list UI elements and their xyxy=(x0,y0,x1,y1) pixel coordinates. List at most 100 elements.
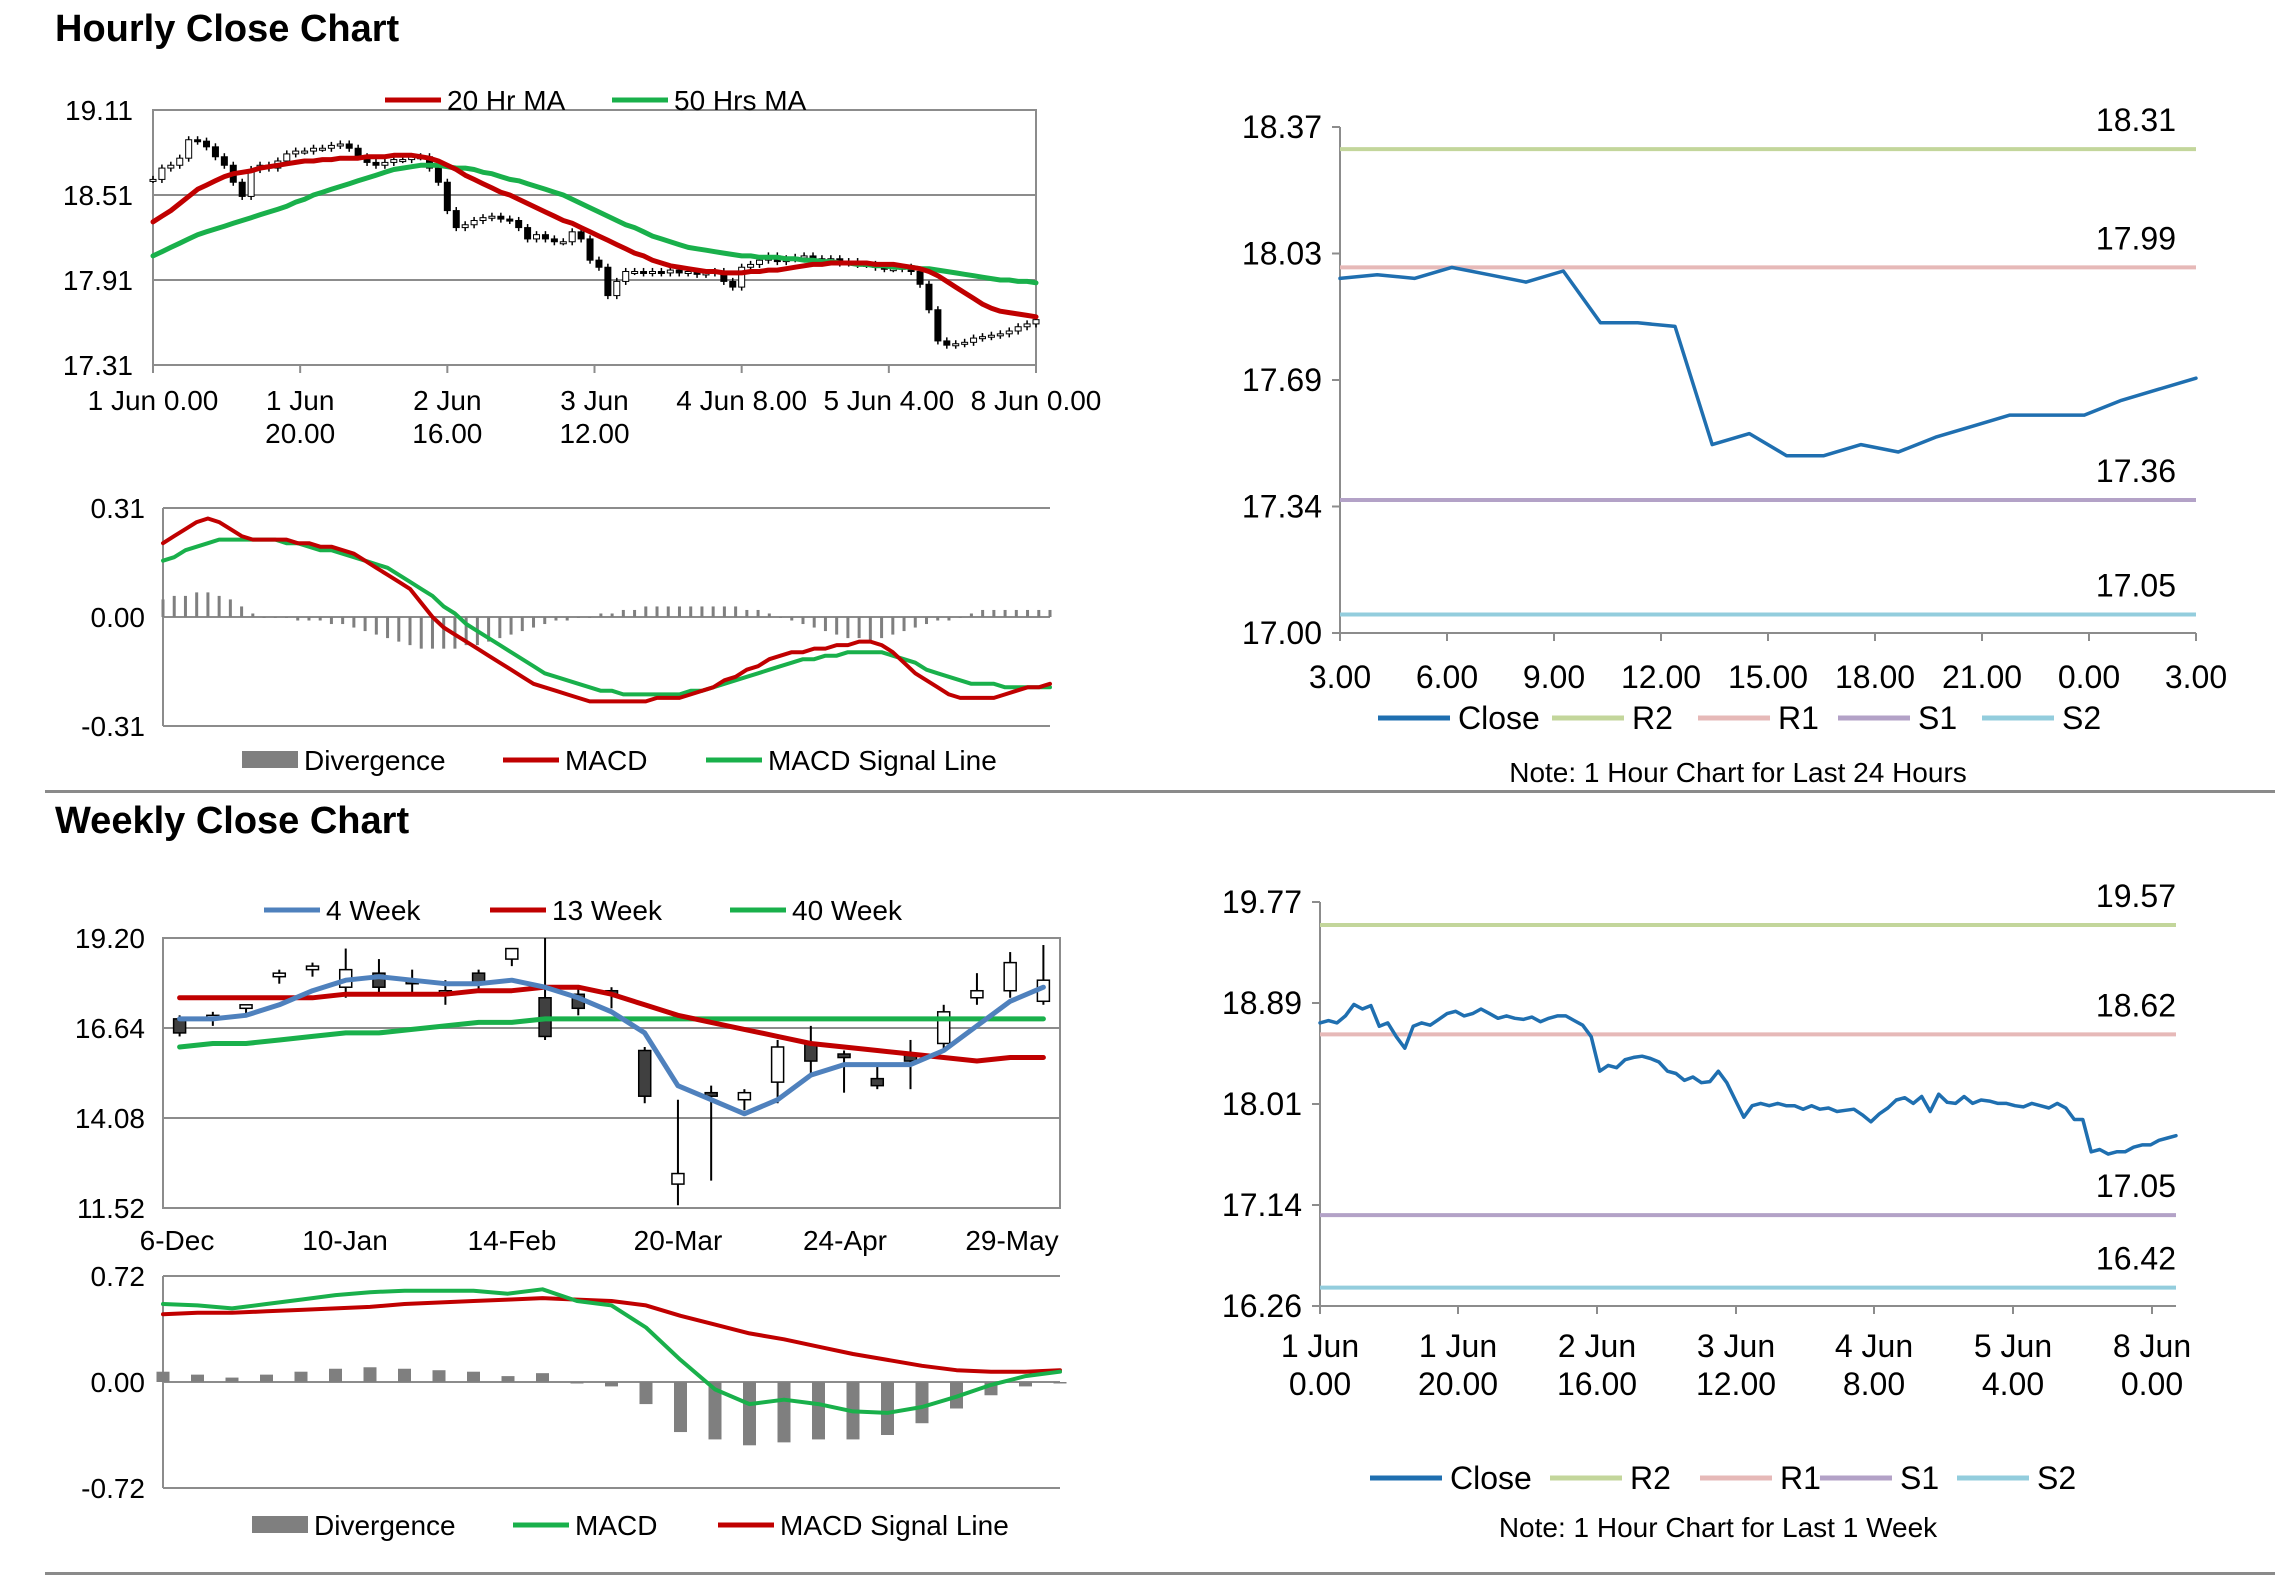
weekly-legend-4wk-label: 4 Week xyxy=(326,895,421,926)
weekly-1w-close-line xyxy=(1318,1002,2178,1156)
hourly-candle-body xyxy=(372,161,380,166)
weekly-macd-divergence-bar xyxy=(570,1382,584,1384)
weekly-x-tick: 24-Apr xyxy=(803,1225,887,1256)
hourly-candle-body xyxy=(1005,330,1013,335)
weekly-1w-y-tick: 18.01 xyxy=(1222,1086,1302,1122)
hourly-macd-divergence-bar xyxy=(846,617,850,639)
weekly-macd-divergence-bar xyxy=(881,1382,894,1435)
weekly-1w-y-tick: 18.89 xyxy=(1222,985,1302,1021)
hourly-macd-divergence-bar xyxy=(487,617,491,642)
hourly-macd-divergence-bar xyxy=(902,617,906,632)
hourly-x-tick-sub: 12.00 xyxy=(559,418,629,449)
hourly-24h-x-tick: 9.00 xyxy=(1523,659,1585,695)
weekly-1w-note: Note: 1 Hour Chart for Last 1 Week xyxy=(1499,1512,1938,1543)
weekly-1w-x-tick-sub: 0.00 xyxy=(1289,1366,1351,1402)
hourly-24h-x-tick: 18.00 xyxy=(1835,659,1915,695)
hourly-macd-divergence-bar xyxy=(161,599,165,617)
hourly-candle-body xyxy=(167,164,175,169)
hourly-y-tick: 17.31 xyxy=(63,350,133,381)
hourly-candle-body xyxy=(220,156,228,166)
hourly-candle-body xyxy=(158,167,166,180)
hourly-macd-legend-signal-label: MACD Signal Line xyxy=(768,745,997,776)
hourly-24h-close-line xyxy=(1338,265,2198,458)
hourly-candle-body xyxy=(970,337,978,343)
weekly-plot-frame xyxy=(162,937,1061,1209)
hourly-candle-body xyxy=(211,146,219,158)
hourly-24h-x-tick: 21.00 xyxy=(1942,659,2022,695)
weekly-1w-x-tick: 1 Jun xyxy=(1419,1328,1497,1364)
hourly-macd-divergence-bar xyxy=(868,617,872,642)
hourly-candle-body xyxy=(559,241,567,245)
hourly-macd-divergence-bar xyxy=(734,606,738,617)
hourly-macd-divergence-bar xyxy=(756,609,760,617)
hourly-macd-divergence-bar xyxy=(947,617,951,621)
hourly-macd-divergence-bar xyxy=(981,609,985,617)
weekly-macd-divergence-bar xyxy=(536,1373,549,1382)
hourly-candle-body xyxy=(301,150,309,154)
hourly-candle-body xyxy=(1023,323,1031,328)
weekly-legend-13wk-label: 13 Week xyxy=(552,895,663,926)
weekly-macd-y-tick: 0.00 xyxy=(91,1367,146,1398)
hourly-candle-body xyxy=(952,343,960,347)
hourly-section-title: Hourly Close Chart xyxy=(55,8,400,50)
weekly-macd-legend-signal-label: MACD Signal Line xyxy=(780,1510,1009,1541)
weekly-macd-macd-line xyxy=(161,1287,1062,1415)
weekly-legend-40wk-label: 40 Week xyxy=(792,895,903,926)
hourly-macd-legend-divergence-swatch xyxy=(242,751,298,768)
weekly-macd-divergence-bar xyxy=(777,1382,791,1443)
hourly-macd-divergence-bar xyxy=(969,613,973,617)
weekly-macd-divergence-bar xyxy=(501,1376,515,1382)
hourly-macd-divergence-bar xyxy=(262,617,266,618)
weekly-40wk-line xyxy=(177,1016,1046,1050)
hourly-24h-legend-label: S2 xyxy=(2062,700,2101,736)
weekly-candle-body xyxy=(1003,961,1017,992)
weekly-macd-divergence-bar xyxy=(467,1371,480,1382)
hourly-legend-20hr-ma-label: 20 Hr MA xyxy=(447,85,566,116)
weekly-4wk-line xyxy=(177,974,1046,1117)
weekly-1w-level-label-r2: 19.57 xyxy=(2096,878,2176,914)
weekly-1w-x-tick-sub: 20.00 xyxy=(1418,1366,1498,1402)
hourly-macd-divergence-bar xyxy=(408,617,412,646)
weekly-macd-divergence-bar xyxy=(915,1382,929,1424)
hourly-24h-x-tick: 6.00 xyxy=(1416,659,1478,695)
hourly-candle-body xyxy=(916,271,924,285)
hourly-macd-divergence-bar xyxy=(442,617,446,649)
hourly-candle-body xyxy=(943,340,951,346)
hourly-macd-divergence-bar xyxy=(576,617,580,618)
hourly-candle-body xyxy=(666,269,674,274)
hourly-macd-y-tick: -0.31 xyxy=(81,711,145,742)
hourly-macd-divergence-bar xyxy=(767,613,771,617)
hourly-24h-level-label-s2: 17.05 xyxy=(2096,568,2176,604)
hourly-macd-divergence-bar xyxy=(1003,609,1007,617)
weekly-macd-divergence-bar xyxy=(639,1382,653,1405)
hourly-macd-divergence-bar xyxy=(172,595,176,617)
weekly-macd-divergence-bar xyxy=(363,1367,377,1382)
hourly-candle-body xyxy=(318,147,326,151)
hourly-candle-body xyxy=(506,218,514,222)
weekly-1w-y-tick: 16.26 xyxy=(1222,1288,1302,1324)
hourly-candle-body xyxy=(327,144,335,149)
weekly-macd-divergence-bar xyxy=(605,1382,618,1387)
hourly-macd-divergence-bar xyxy=(666,606,670,617)
hourly-candle-body xyxy=(434,167,442,183)
hourly-macd-legend-macd-label: MACD xyxy=(565,745,647,776)
weekly-candle-body xyxy=(704,1091,718,1097)
hourly-24h-y-tick: 18.03 xyxy=(1242,236,1322,272)
weekly-macd-divergence-bar xyxy=(812,1382,825,1440)
hourly-macd-divergence-bar xyxy=(543,617,547,625)
hourly-x-tick: 3 Jun xyxy=(560,385,629,416)
weekly-1w-x-tick: 1 Jun xyxy=(1281,1328,1359,1364)
hourly-macd-divergence-bar xyxy=(790,617,794,621)
hourly-macd-divergence-bar xyxy=(296,617,300,621)
hourly-macd-divergence-bar xyxy=(397,617,401,642)
hourly-candle-body xyxy=(336,143,344,147)
weekly-x-tick: 29-May xyxy=(965,1225,1058,1256)
hourly-candle-body xyxy=(443,181,451,212)
weekly-1w-level-label-s1: 17.05 xyxy=(2096,1168,2176,1204)
hourly-x-tick: 2 Jun xyxy=(413,385,482,416)
hourly-macd-divergence-bar xyxy=(936,617,940,621)
weekly-macd-legend-divergence-label: Divergence xyxy=(314,1510,456,1541)
weekly-macd-divergence-bar xyxy=(156,1371,170,1382)
hourly-macd-divergence-bar xyxy=(644,606,648,617)
